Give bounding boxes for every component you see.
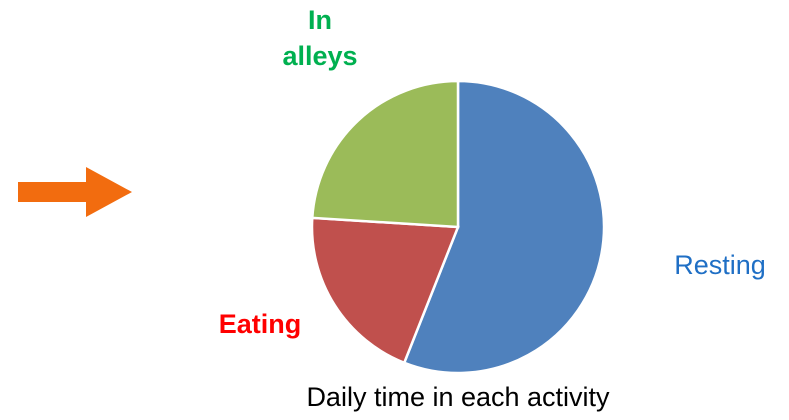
slice-label: In alleys — [282, 5, 358, 71]
pie-slice — [402, 79, 606, 375]
pie-slice — [310, 216, 460, 365]
slice-label: Resting — [674, 250, 766, 280]
chart-title: Daily time in each activity — [306, 382, 610, 412]
slice-label: Eating — [218, 309, 302, 339]
pie-slice — [310, 79, 460, 229]
arrow — [18, 167, 132, 217]
